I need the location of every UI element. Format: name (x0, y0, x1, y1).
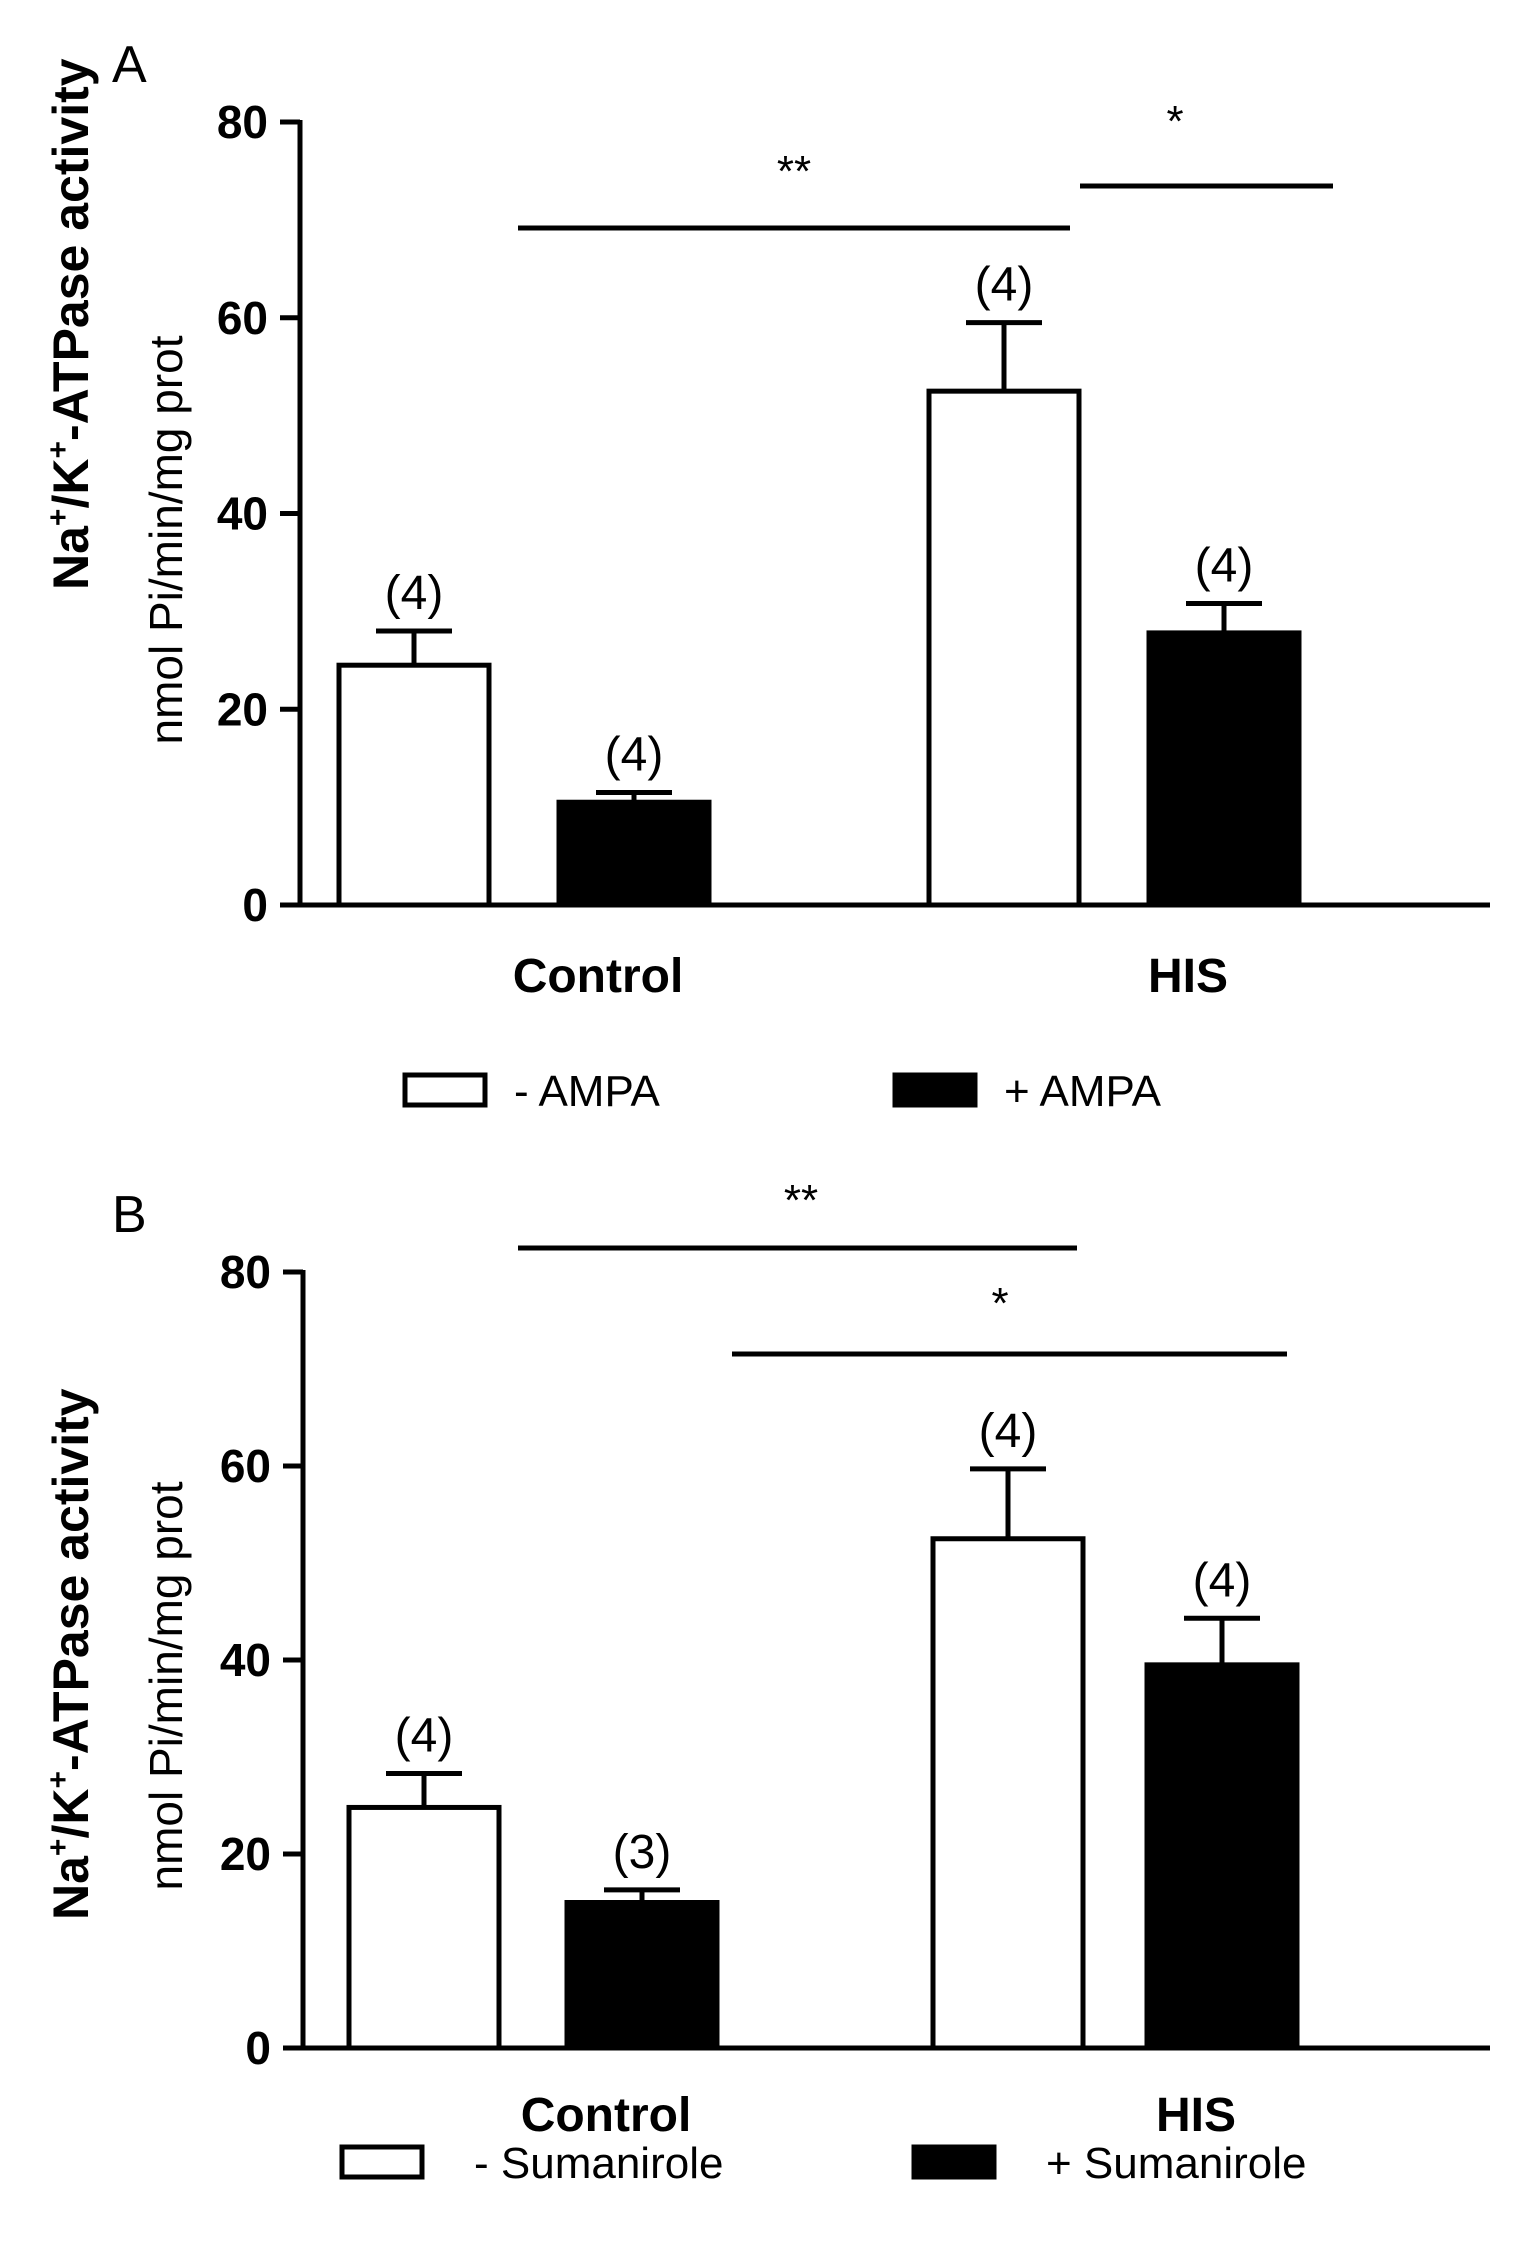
panel-b-bar (346, 1804, 502, 2051)
panel-b-legend-label-minus: - Sumanirole (474, 2139, 723, 2188)
panel-a-ylabel-sub: nmol Pi/min/mg prot (140, 335, 192, 744)
panel-a-category-label: HIS (1148, 950, 1228, 1003)
panel-b-ylabel-sub: nmol Pi/min/mg prot (140, 1481, 192, 1890)
panel-b-bar (930, 1536, 1086, 2051)
panel-a-n-label: (4) (385, 567, 444, 620)
panel-a-n-label: (4) (1195, 540, 1254, 593)
panel-b-y-tick-label: 80 (220, 1246, 271, 1298)
panel-a-y-tick-label: 80 (217, 96, 268, 148)
panel-b-ylabel: Na+/K+-ATPase activity (42, 1388, 99, 1920)
panel-b-significance-label: * (991, 1279, 1008, 1328)
panel-b-bar (564, 1900, 720, 2051)
panel-b-bar (1144, 1662, 1300, 2051)
panel-a-bar (1146, 630, 1302, 908)
panel-a-y-tick-label: 40 (217, 488, 268, 540)
panel-a-y-tick-label: 60 (217, 292, 268, 344)
panel-a-legend-swatch-plus (892, 1072, 978, 1108)
panel-b-significance-label: ** (784, 1176, 818, 1225)
panel-b-y-tick-label: 40 (220, 1634, 271, 1686)
panel-a-bar (926, 388, 1082, 908)
panel-b-y-tick-label: 0 (245, 2022, 271, 2074)
panel-a-ylabel: Na+/K+-ATPase activity (42, 58, 99, 590)
panel-a-legend: - AMPA + AMPA (402, 1067, 1162, 1116)
panel-b-n-label: (4) (1193, 1554, 1252, 1607)
panel-b-category-label: Control (521, 2089, 692, 2142)
panel-a-legend-label-minus: - AMPA (514, 1067, 661, 1116)
panel-a-n-label: (4) (975, 259, 1034, 312)
panel-b-legend-swatch-minus (339, 2144, 425, 2180)
panel-a-bar (336, 662, 492, 908)
panel-a-legend-label-plus: + AMPA (1004, 1067, 1162, 1116)
panel-b-y-tick-label: 20 (220, 1828, 271, 1880)
panel-a-category-label: Control (513, 950, 684, 1003)
panel-a-bar (556, 799, 712, 908)
panel-b-n-label: (4) (979, 1405, 1038, 1458)
panel-b: B Na+/K+-ATPase activity nmol Pi/min/mg … (42, 1176, 1490, 2188)
panel-a-legend-swatch-minus (402, 1072, 488, 1108)
panel-b-y-tick-label: 60 (220, 1440, 271, 1492)
panel-b-n-label: (4) (395, 1709, 454, 1762)
panel-b-legend-swatch-plus (911, 2144, 997, 2180)
panel-b-n-label: (3) (613, 1826, 672, 1879)
panel-a-y-tick-label: 0 (242, 879, 268, 931)
panel-b-category-label: HIS (1156, 2089, 1236, 2142)
panel-a: A Na+/K+-ATPase activity nmol Pi/min/mg … (42, 36, 1490, 1116)
panel-b-legend-label-plus: + Sumanirole (1046, 2139, 1306, 2188)
panel-b-legend: - Sumanirole + Sumanirole (339, 2139, 1306, 2188)
panel-a-significance-label: * (1166, 97, 1183, 146)
panel-a-n-label: (4) (605, 728, 664, 781)
panel-a-significance-label: ** (777, 147, 811, 196)
panel-a-y-tick-label: 20 (217, 683, 268, 735)
panel-a-letter: A (112, 36, 147, 94)
panel-b-letter: B (112, 1186, 147, 1244)
